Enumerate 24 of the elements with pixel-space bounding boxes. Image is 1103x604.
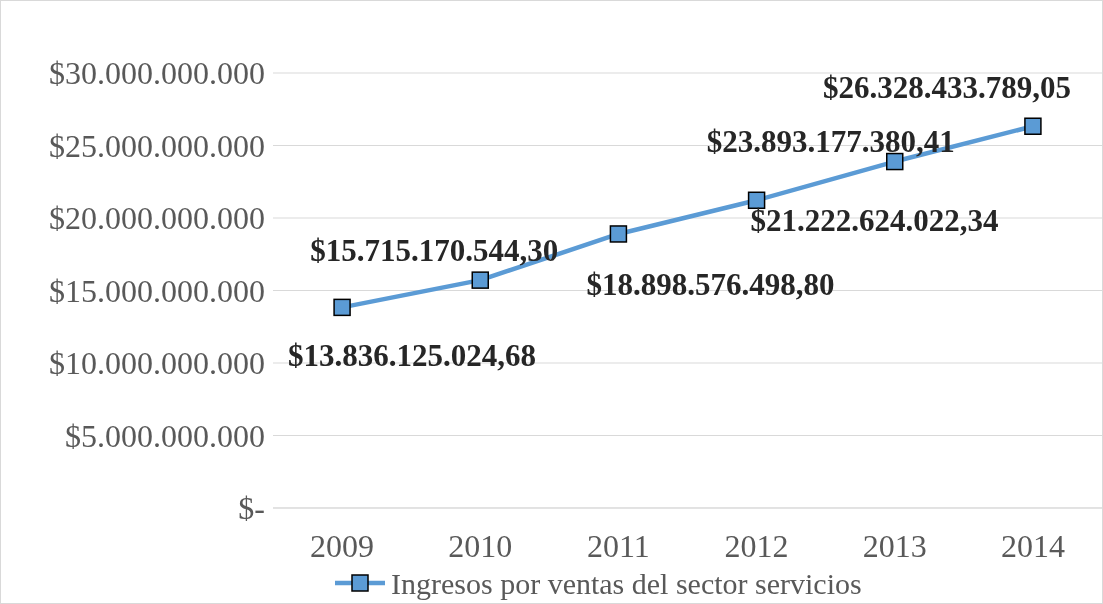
data-label: $13.836.125.024,68 xyxy=(288,338,537,374)
y-tick-label: $15.000.000.000 xyxy=(49,272,265,309)
data-label: $18.898.576.498,80 xyxy=(586,266,835,302)
y-tick-label: $5.000.000.000 xyxy=(65,417,265,454)
data-label: $21.222.624.022,34 xyxy=(750,203,999,239)
x-tick-label: 2009 xyxy=(310,528,375,565)
y-tick-label: $25.000.000.000 xyxy=(49,127,265,164)
y-tick-label: $30.000.000.000 xyxy=(49,55,265,92)
x-tick-label: 2011 xyxy=(587,528,650,565)
point xyxy=(333,298,351,317)
data-label: $23.893.177.380,41 xyxy=(706,124,955,160)
x-tick-label: 2014 xyxy=(1000,528,1065,565)
data-label: $15.715.170.544,30 xyxy=(310,232,559,268)
data-label: $26.328.433.789,05 xyxy=(822,70,1071,106)
x-tick-label: 2012 xyxy=(724,528,789,565)
y-tick-label: $- xyxy=(238,490,265,527)
point xyxy=(1024,117,1042,135)
x-tick-label: 2010 xyxy=(448,528,513,565)
x-tick-label: 2013 xyxy=(862,528,927,565)
y-tick-label: $20.000.000.000 xyxy=(49,200,265,237)
point xyxy=(609,225,628,243)
legend-label: Ingresos por ventas del sector servicios xyxy=(391,566,862,600)
y-tick-label: $10.000.000.000 xyxy=(49,345,265,382)
point xyxy=(471,271,489,289)
